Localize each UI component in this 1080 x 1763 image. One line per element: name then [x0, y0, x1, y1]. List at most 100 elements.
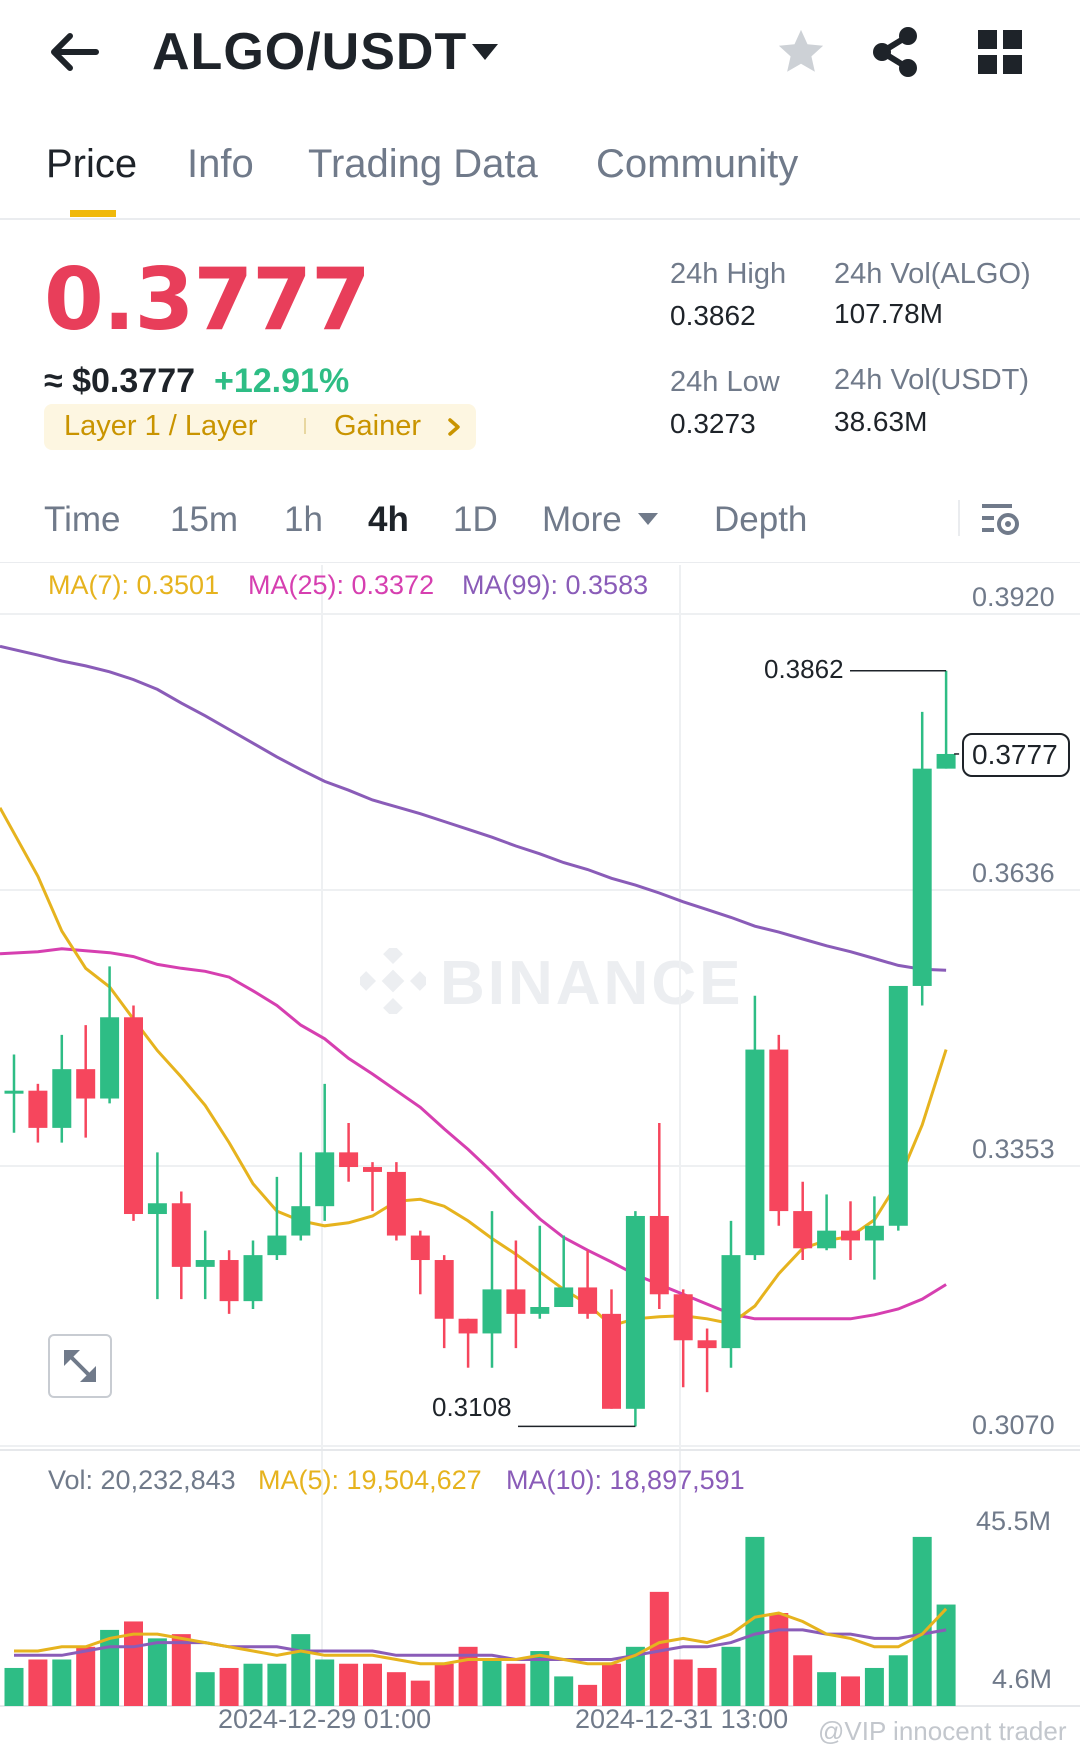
price-axis-label: 0.3070: [972, 1410, 1055, 1440]
volume-bar: [243, 1663, 263, 1706]
tab-trading-data[interactable]: Trading Data: [308, 142, 538, 186]
volume-bar: [888, 1655, 908, 1706]
candle-body: [506, 1289, 526, 1314]
volume-bar: [578, 1684, 598, 1706]
high-label: 24h High: [670, 258, 787, 290]
pair-title[interactable]: ALGO/USDT: [152, 23, 468, 81]
candle-body: [100, 1017, 120, 1099]
candle-body: [673, 1294, 693, 1341]
volume-bar: [28, 1659, 48, 1706]
candle-body: [267, 1235, 287, 1256]
candle-body: [124, 1017, 143, 1215]
chevron-right-icon[interactable]: [445, 416, 463, 438]
candle-body: [649, 1215, 669, 1295]
volume-bar: [219, 1667, 239, 1706]
tag-bar[interactable]: [44, 404, 476, 450]
ma7-legend: MA(7): 0.3501: [48, 570, 220, 600]
caret-down-icon[interactable]: [636, 510, 660, 528]
volume-bar: [267, 1663, 287, 1706]
volume-bar: [721, 1646, 741, 1706]
ma7-line: [0, 807, 948, 1328]
candle-body: [386, 1171, 406, 1236]
volume-bar: [386, 1672, 406, 1706]
tab-community[interactable]: Community: [596, 142, 799, 186]
share-icon[interactable]: [870, 26, 920, 78]
candle-body: [864, 1225, 884, 1241]
interval-1d[interactable]: 1D: [453, 500, 498, 539]
candle-body: [434, 1260, 454, 1319]
volume-bar: [841, 1676, 860, 1706]
candle-body: [721, 1255, 741, 1349]
volume-bar: [434, 1663, 454, 1706]
interval-1h[interactable]: 1h: [284, 500, 323, 539]
star-icon[interactable]: [775, 26, 827, 78]
volume-bar: [530, 1651, 550, 1706]
tag-layer[interactable]: Layer 1 / Layer: [64, 410, 258, 442]
candle-body: [578, 1287, 598, 1314]
volume-bar: [339, 1663, 359, 1706]
candlestick-chart[interactable]: [0, 565, 1080, 1763]
interval-depth[interactable]: Depth: [714, 500, 808, 539]
candle-body: [52, 1069, 72, 1128]
credit-watermark: @VIP innocent trader: [818, 1716, 1067, 1746]
tab-info[interactable]: Info: [187, 142, 254, 186]
volume-bar: [745, 1536, 765, 1706]
vol-legend: Vol: 20,232,843: [48, 1465, 236, 1495]
interval-15m[interactable]: 15m: [170, 500, 239, 539]
chart-settings-icon[interactable]: [980, 500, 1022, 540]
volume-bar: [410, 1680, 430, 1706]
interval-more[interactable]: More: [542, 500, 622, 539]
volume-bar: [864, 1667, 884, 1706]
candle-body: [841, 1230, 860, 1241]
candle-body: [769, 1049, 789, 1212]
top-bar: ALGO/USDT: [0, 0, 1080, 110]
low-value: 0.3273: [670, 408, 756, 439]
candle-body: [912, 768, 932, 986]
candle-body: [410, 1235, 430, 1261]
volume-bar: [315, 1659, 335, 1706]
volume-bar: [291, 1634, 311, 1706]
grid-icon[interactable]: [978, 30, 1022, 74]
vol-ma5-legend: MA(5): 19,504,627: [258, 1465, 482, 1495]
candle-body: [554, 1287, 574, 1308]
volume-axis-label: 4.6M: [992, 1664, 1053, 1694]
ma25-legend: MA(25): 0.3372: [248, 570, 435, 600]
candle-body: [482, 1289, 502, 1334]
volume-bar: [912, 1536, 932, 1706]
tab-price[interactable]: Price: [46, 142, 138, 186]
candle-body: [28, 1090, 48, 1128]
active-tab-indicator: [70, 210, 116, 217]
tab-divider: [0, 218, 1080, 220]
caret-down-icon[interactable]: [470, 40, 500, 64]
volume-bar: [769, 1613, 789, 1706]
current-price-tag: [962, 733, 1070, 777]
candle-body: [76, 1069, 96, 1099]
last-price: 0.3777: [44, 250, 371, 350]
candle-body: [195, 1260, 215, 1267]
back-arrow-icon[interactable]: [48, 30, 100, 74]
low-label: 24h Low: [670, 366, 780, 398]
volume-bar: [554, 1676, 574, 1706]
candle-body: [363, 1167, 382, 1172]
candle-body: [530, 1307, 550, 1314]
volume-bar: [171, 1634, 191, 1706]
price-axis-label: 0.3636: [972, 858, 1055, 888]
candle-body: [888, 985, 908, 1226]
volume-bar: [793, 1655, 813, 1706]
interval-4h[interactable]: 4h: [368, 500, 409, 539]
candle-body: [4, 1090, 24, 1094]
interval-divider: [958, 500, 960, 536]
expand-icon[interactable]: [48, 1334, 112, 1398]
ma25-line: [0, 947, 947, 1321]
volume-bar: [697, 1667, 717, 1706]
chart-top-divider: [0, 562, 1080, 563]
volume-bar: [649, 1591, 669, 1706]
candle-body: [219, 1260, 239, 1302]
tag-gainer[interactable]: Gainer: [334, 410, 422, 442]
x-axis-date: 2024-12-31 13:00: [575, 1704, 789, 1734]
interval-time[interactable]: Time: [44, 500, 121, 539]
volume-bar: [124, 1621, 143, 1706]
candle-body: [171, 1203, 191, 1267]
ma99-line: [0, 644, 947, 972]
candle-body: [458, 1318, 478, 1334]
